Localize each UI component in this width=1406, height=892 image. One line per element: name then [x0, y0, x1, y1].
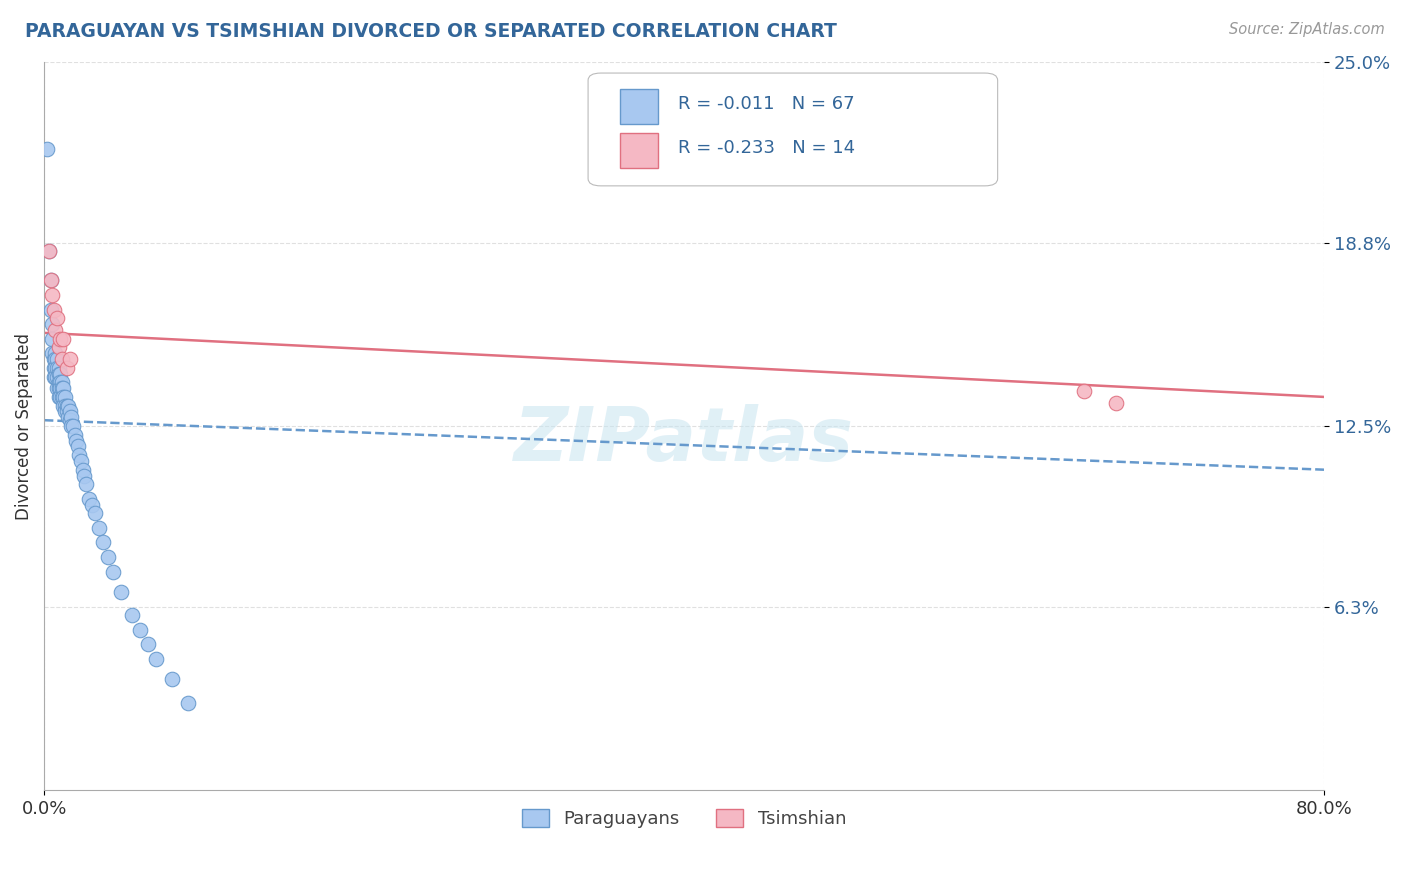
Point: [177, 696, 200, 710]
Point: [59, 413, 82, 427]
Y-axis label: Divorced or Separated: Divorced or Separated: [15, 333, 32, 519]
Point: [52, 390, 75, 404]
Point: [59, 404, 82, 418]
Point: [51, 390, 73, 404]
Point: [39, 273, 62, 287]
Point: [60, 419, 83, 434]
Point: [48, 381, 70, 395]
Point: [56, 399, 79, 413]
Point: [48, 360, 70, 375]
Point: [72, 463, 94, 477]
Point: [41, 332, 63, 346]
Point: [52, 332, 75, 346]
Point: [44, 360, 66, 375]
Point: [53, 390, 76, 404]
Point: [45, 369, 67, 384]
Point: [160, 673, 183, 687]
Bar: [620, 133, 658, 168]
Point: [53, 399, 76, 413]
Point: [51, 376, 73, 390]
Point: [70, 454, 93, 468]
Point: [45, 352, 67, 367]
Point: [97, 549, 120, 564]
Point: [39, 273, 62, 287]
FancyBboxPatch shape: [588, 73, 998, 186]
Point: [1105, 396, 1128, 410]
Point: [48, 376, 70, 390]
Point: [41, 317, 63, 331]
Point: [1073, 384, 1095, 398]
Point: [49, 332, 72, 346]
Point: [129, 623, 152, 637]
Point: [55, 404, 77, 418]
Point: [73, 468, 96, 483]
Text: R = -0.233   N = 14: R = -0.233 N = 14: [678, 139, 855, 157]
Point: [42, 302, 65, 317]
Legend: Paraguayans, Tsimshian: Paraguayans, Tsimshian: [515, 802, 853, 836]
Point: [49, 390, 72, 404]
Point: [91, 535, 114, 549]
Point: [38, 244, 60, 259]
Point: [62, 419, 84, 434]
Point: [45, 311, 67, 326]
Point: [65, 434, 87, 448]
Point: [53, 404, 76, 418]
Point: [101, 565, 124, 579]
Bar: [620, 89, 658, 124]
Point: [49, 367, 72, 381]
Point: [66, 439, 89, 453]
Point: [48, 340, 70, 354]
Point: [42, 369, 65, 384]
Point: [52, 399, 75, 413]
Point: [52, 381, 75, 395]
Point: [51, 381, 73, 395]
Point: [60, 410, 83, 425]
Point: [45, 381, 67, 395]
Point: [45, 360, 67, 375]
Point: [87, 521, 110, 535]
Point: [41, 346, 63, 360]
Point: [55, 360, 77, 375]
Point: [67, 448, 90, 462]
Point: [84, 507, 107, 521]
Point: [49, 381, 72, 395]
Point: [42, 360, 65, 375]
Point: [44, 346, 66, 360]
Point: [49, 376, 72, 390]
Point: [37, 143, 59, 157]
Text: Source: ZipAtlas.com: Source: ZipAtlas.com: [1229, 22, 1385, 37]
Point: [41, 288, 63, 302]
Point: [44, 369, 66, 384]
Text: R = -0.011   N = 67: R = -0.011 N = 67: [678, 95, 855, 113]
Point: [121, 608, 143, 623]
Point: [136, 637, 159, 651]
Point: [44, 323, 66, 337]
Point: [39, 302, 62, 317]
Point: [44, 352, 66, 367]
Text: PARAGUAYAN VS TSIMSHIAN DIVORCED OR SEPARATED CORRELATION CHART: PARAGUAYAN VS TSIMSHIAN DIVORCED OR SEPA…: [25, 22, 837, 41]
Point: [63, 427, 86, 442]
Point: [56, 410, 79, 425]
Point: [77, 491, 100, 506]
Text: ZIPatlas: ZIPatlas: [515, 404, 853, 477]
Point: [48, 367, 70, 381]
Point: [59, 352, 82, 367]
Point: [38, 244, 60, 259]
Point: [110, 585, 132, 599]
Point: [51, 352, 73, 367]
Point: [55, 399, 77, 413]
Point: [42, 352, 65, 367]
Point: [82, 498, 104, 512]
Point: [48, 390, 70, 404]
Point: [145, 652, 167, 666]
Point: [75, 477, 97, 491]
